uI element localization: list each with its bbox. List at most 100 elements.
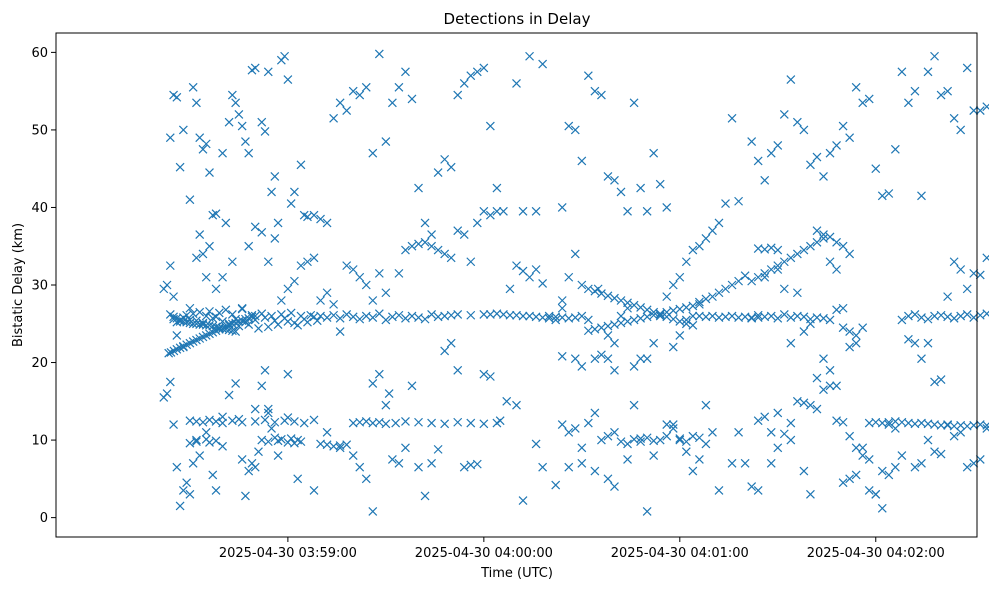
data-point xyxy=(227,326,237,336)
data-point xyxy=(779,310,789,319)
data-point xyxy=(688,320,698,330)
data-point xyxy=(649,451,659,461)
data-point xyxy=(753,310,763,320)
data-point xyxy=(270,172,280,181)
data-point xyxy=(812,226,822,236)
data-point xyxy=(414,313,423,322)
data-point xyxy=(283,317,293,326)
data-point xyxy=(427,458,437,468)
data-point xyxy=(570,313,580,322)
data-point xyxy=(779,109,789,119)
data-point xyxy=(819,230,828,240)
data-point xyxy=(227,90,237,100)
data-point xyxy=(773,443,783,453)
data-point xyxy=(838,121,848,131)
data-point xyxy=(949,113,959,123)
data-point xyxy=(420,218,430,228)
data-point xyxy=(760,268,770,278)
data-point xyxy=(629,361,639,371)
data-point xyxy=(982,309,989,319)
data-point xyxy=(374,369,384,379)
data-point xyxy=(936,310,946,320)
data-point xyxy=(234,321,244,331)
data-point xyxy=(322,218,332,228)
data-point xyxy=(694,299,704,309)
data-point xyxy=(819,385,828,395)
data-point xyxy=(214,323,224,333)
data-point xyxy=(792,396,802,406)
data-point xyxy=(590,286,600,296)
data-point xyxy=(910,462,920,472)
data-point xyxy=(982,420,989,430)
data-point xyxy=(747,313,757,322)
data-point xyxy=(806,160,815,170)
data-point xyxy=(838,323,848,333)
data-point xyxy=(185,303,195,313)
data-point xyxy=(368,148,378,158)
data-point xyxy=(760,175,770,185)
data-point xyxy=(603,431,613,441)
data-point xyxy=(188,309,198,319)
data-point xyxy=(557,296,567,305)
data-point xyxy=(211,486,221,495)
y-axis-label: Bistatic Delay (km) xyxy=(11,223,26,347)
data-point xyxy=(355,272,365,282)
data-point xyxy=(708,427,717,437)
data-point xyxy=(263,404,273,414)
data-point xyxy=(205,415,214,425)
data-point xyxy=(531,206,541,216)
data-point xyxy=(590,354,600,364)
data-point xyxy=(224,117,234,127)
data-point xyxy=(234,414,244,424)
data-point xyxy=(623,455,632,464)
data-point xyxy=(577,156,587,166)
data-point xyxy=(316,311,325,321)
data-point xyxy=(198,144,208,154)
data-point xyxy=(414,417,423,427)
data-point xyxy=(273,218,283,228)
data-point xyxy=(610,427,619,437)
data-point xyxy=(368,313,378,322)
data-point xyxy=(760,272,770,282)
data-point xyxy=(335,98,345,108)
data-point xyxy=(610,365,619,375)
chart-title: Detections in Delay xyxy=(444,10,591,28)
data-point xyxy=(244,320,254,329)
data-point xyxy=(610,482,619,492)
data-point xyxy=(479,419,489,429)
data-point xyxy=(577,361,587,371)
data-point xyxy=(322,288,332,298)
data-point xyxy=(812,404,822,414)
data-point xyxy=(195,451,205,461)
data-point xyxy=(975,310,985,320)
data-point xyxy=(975,270,985,280)
data-point xyxy=(642,354,652,364)
data-point xyxy=(786,435,796,445)
data-point xyxy=(825,232,835,242)
data-point xyxy=(185,489,195,499)
data-point xyxy=(923,314,933,324)
data-point xyxy=(675,304,685,314)
data-point xyxy=(165,133,175,143)
data-point xyxy=(792,288,802,298)
data-point xyxy=(962,63,972,73)
data-point xyxy=(525,272,534,282)
data-point xyxy=(773,245,783,255)
data-point xyxy=(368,296,378,305)
data-point xyxy=(969,313,979,322)
data-point xyxy=(172,462,182,472)
data-point xyxy=(570,249,580,259)
data-point xyxy=(766,311,776,321)
data-point xyxy=(570,125,580,135)
data-point xyxy=(185,195,195,205)
data-point xyxy=(681,447,691,457)
data-point xyxy=(407,381,417,391)
data-point xyxy=(335,313,345,323)
data-point xyxy=(361,417,371,426)
data-point xyxy=(858,443,868,453)
data-point xyxy=(267,424,276,433)
data-point xyxy=(286,308,296,318)
data-point xyxy=(851,443,861,453)
data-point xyxy=(871,489,881,499)
